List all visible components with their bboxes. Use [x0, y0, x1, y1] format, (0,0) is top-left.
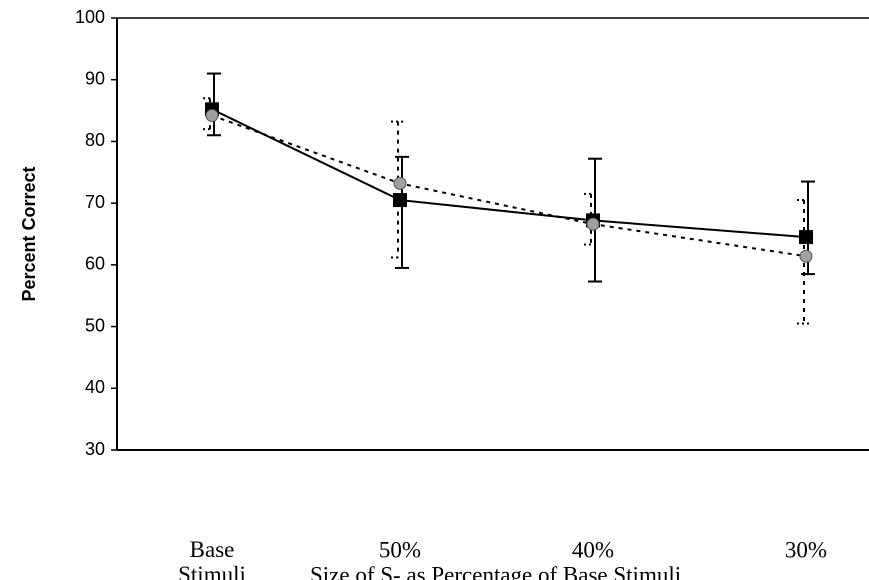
- x-tick-label: Base Stimuli: [178, 537, 246, 580]
- y-tick-label: 40: [85, 377, 105, 397]
- series-line: [211, 108, 807, 239]
- y-tick-label: 100: [75, 7, 105, 27]
- x-axis-label: Size of S- as Percentage of Base Stimuli: [310, 562, 681, 580]
- y-axis-label: Percent Correct: [19, 166, 39, 301]
- marker: [586, 217, 600, 231]
- y-tick-label: 30: [85, 439, 105, 459]
- y-tick-label: 50: [85, 315, 105, 335]
- x-tick-label: 30%: [785, 537, 827, 562]
- marker: [393, 193, 407, 208]
- x-tick-label: 50%: [379, 537, 421, 562]
- y-tick-label: 90: [85, 68, 105, 88]
- marker: [799, 249, 813, 263]
- marker: [205, 109, 219, 123]
- series-line: [211, 114, 807, 258]
- y-tick-label: 80: [85, 130, 105, 150]
- y-tick-label: 60: [85, 254, 105, 274]
- marker: [393, 176, 407, 190]
- marker: [799, 230, 813, 245]
- x-tick-label: 40%: [572, 537, 614, 562]
- y-tick-label: 70: [85, 192, 105, 212]
